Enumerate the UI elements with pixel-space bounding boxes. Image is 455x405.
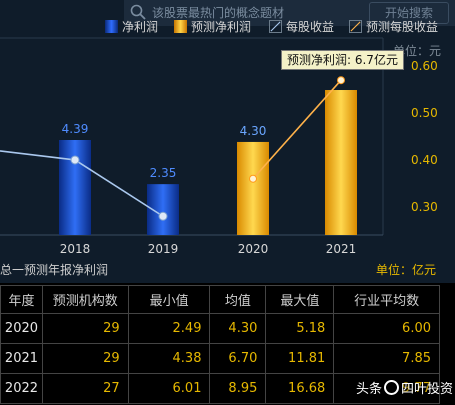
eps-point xyxy=(70,155,80,165)
forecast-eps-point xyxy=(249,174,257,183)
table-cell: 5.18 xyxy=(265,313,335,344)
column-header: 行业平均数 xyxy=(333,285,440,314)
forecast-eps-point xyxy=(337,76,345,85)
column-header: 年度 xyxy=(0,285,43,314)
table-cell: 27 xyxy=(41,373,129,404)
legend-item-net-profit[interactable]: 净利润 xyxy=(105,18,158,34)
legend-label: 预测净利润 xyxy=(191,19,252,34)
section-unit: 单位：亿元 xyxy=(376,263,437,277)
table-cell: 6.01 xyxy=(127,373,211,404)
gold-bar-swatch-icon xyxy=(174,19,187,33)
column-header: 均值 xyxy=(209,285,267,314)
bar-value-label: 4.39 xyxy=(62,122,89,136)
table-cell: 8.95 xyxy=(209,373,267,404)
table-cell: 29 xyxy=(41,343,129,374)
y2-tick-label: 0.30 xyxy=(411,200,438,214)
clover-icon xyxy=(384,380,400,395)
table-cell: 16.68 xyxy=(265,373,335,404)
legend-item-eps[interactable]: 每股收益 xyxy=(269,18,334,34)
watermark-handle: 四叶投资 xyxy=(401,382,454,397)
table-cell: 29 xyxy=(41,313,129,344)
watermark: 头条 四叶投资 xyxy=(356,378,453,397)
table-cell: 2.49 xyxy=(127,313,211,344)
right-axis-unit: 单位：元 xyxy=(393,44,442,58)
line-swatch-icon xyxy=(269,19,282,33)
bar-2018 xyxy=(59,140,91,235)
x-tick-label: 2021 xyxy=(326,242,357,256)
search-icon[interactable] xyxy=(129,3,147,21)
bar-2020 xyxy=(237,141,269,235)
table-cell: 7.85 xyxy=(333,343,440,374)
search-input[interactable]: 该股票最热门的概念题材 xyxy=(152,6,285,20)
gold-line-swatch-icon xyxy=(349,19,362,33)
search-button[interactable]: 开始搜索 xyxy=(369,2,449,24)
table-cell: 6.70 xyxy=(209,343,267,374)
legend-label: 预测每股收益 xyxy=(366,19,439,34)
watermark-prefix: 头条 xyxy=(356,382,383,397)
forecast-eps-line xyxy=(252,79,342,180)
table-cell: 4.38 xyxy=(127,343,211,374)
table-cell: 11.81 xyxy=(265,343,335,374)
table-cell: 2022 xyxy=(0,373,43,404)
column-header: 预测机构数 xyxy=(41,285,129,314)
column-header: 最大值 xyxy=(265,285,335,314)
x-tick-label: 2019 xyxy=(148,242,179,256)
bar-2021 xyxy=(325,90,357,236)
y2-tick-label: 0.60 xyxy=(411,59,438,73)
y2-tick-label: 0.50 xyxy=(411,106,438,120)
table-row[interactable]: 2022 27 6.01 8.95 16.68 9.77 xyxy=(0,373,440,404)
table-cell: 2021 xyxy=(0,343,43,374)
y2-tick-label: 0.40 xyxy=(411,153,438,167)
x-tick-label: 2020 xyxy=(238,242,269,256)
forecast-table: 年度 预测机构数 最小值 均值 最大值 行业平均数 2020 29 2.49 4… xyxy=(0,285,440,404)
legend-label: 每股收益 xyxy=(286,19,335,34)
table-cell: 4.30 xyxy=(209,313,267,344)
eps-point xyxy=(158,211,168,221)
table-row[interactable]: 2021 29 4.38 6.70 11.81 7.85 xyxy=(0,343,440,374)
blue-bar-swatch-icon xyxy=(105,19,118,33)
table-cell: 2020 xyxy=(0,313,43,344)
legend-item-forecast-profit[interactable]: 预测净利润 xyxy=(174,18,251,34)
table-header-row: 年度 预测机构数 最小值 均值 最大值 行业平均数 xyxy=(0,285,440,314)
legend-label: 净利润 xyxy=(122,19,159,34)
legend-item-forecast-eps[interactable]: 预测每股收益 xyxy=(349,18,438,34)
table-row[interactable]: 2020 29 2.49 4.30 5.18 6.00 xyxy=(0,313,440,344)
profit-chart: 4.39 2018 2.35 2019 4.30 2020 2021 0.60 0.50 0.40… xyxy=(0,37,438,256)
bar-value-label: 2.35 xyxy=(150,166,177,180)
chart-tooltip: 预测净利润: 6.7亿元 xyxy=(281,50,404,70)
x-tick-label: 2018 xyxy=(60,242,91,256)
bar-value-label: 4.30 xyxy=(240,124,267,138)
section-title: 总一预测年报净利润 xyxy=(0,263,109,277)
column-header: 最小值 xyxy=(127,285,211,314)
table-cell: 6.00 xyxy=(333,313,440,344)
